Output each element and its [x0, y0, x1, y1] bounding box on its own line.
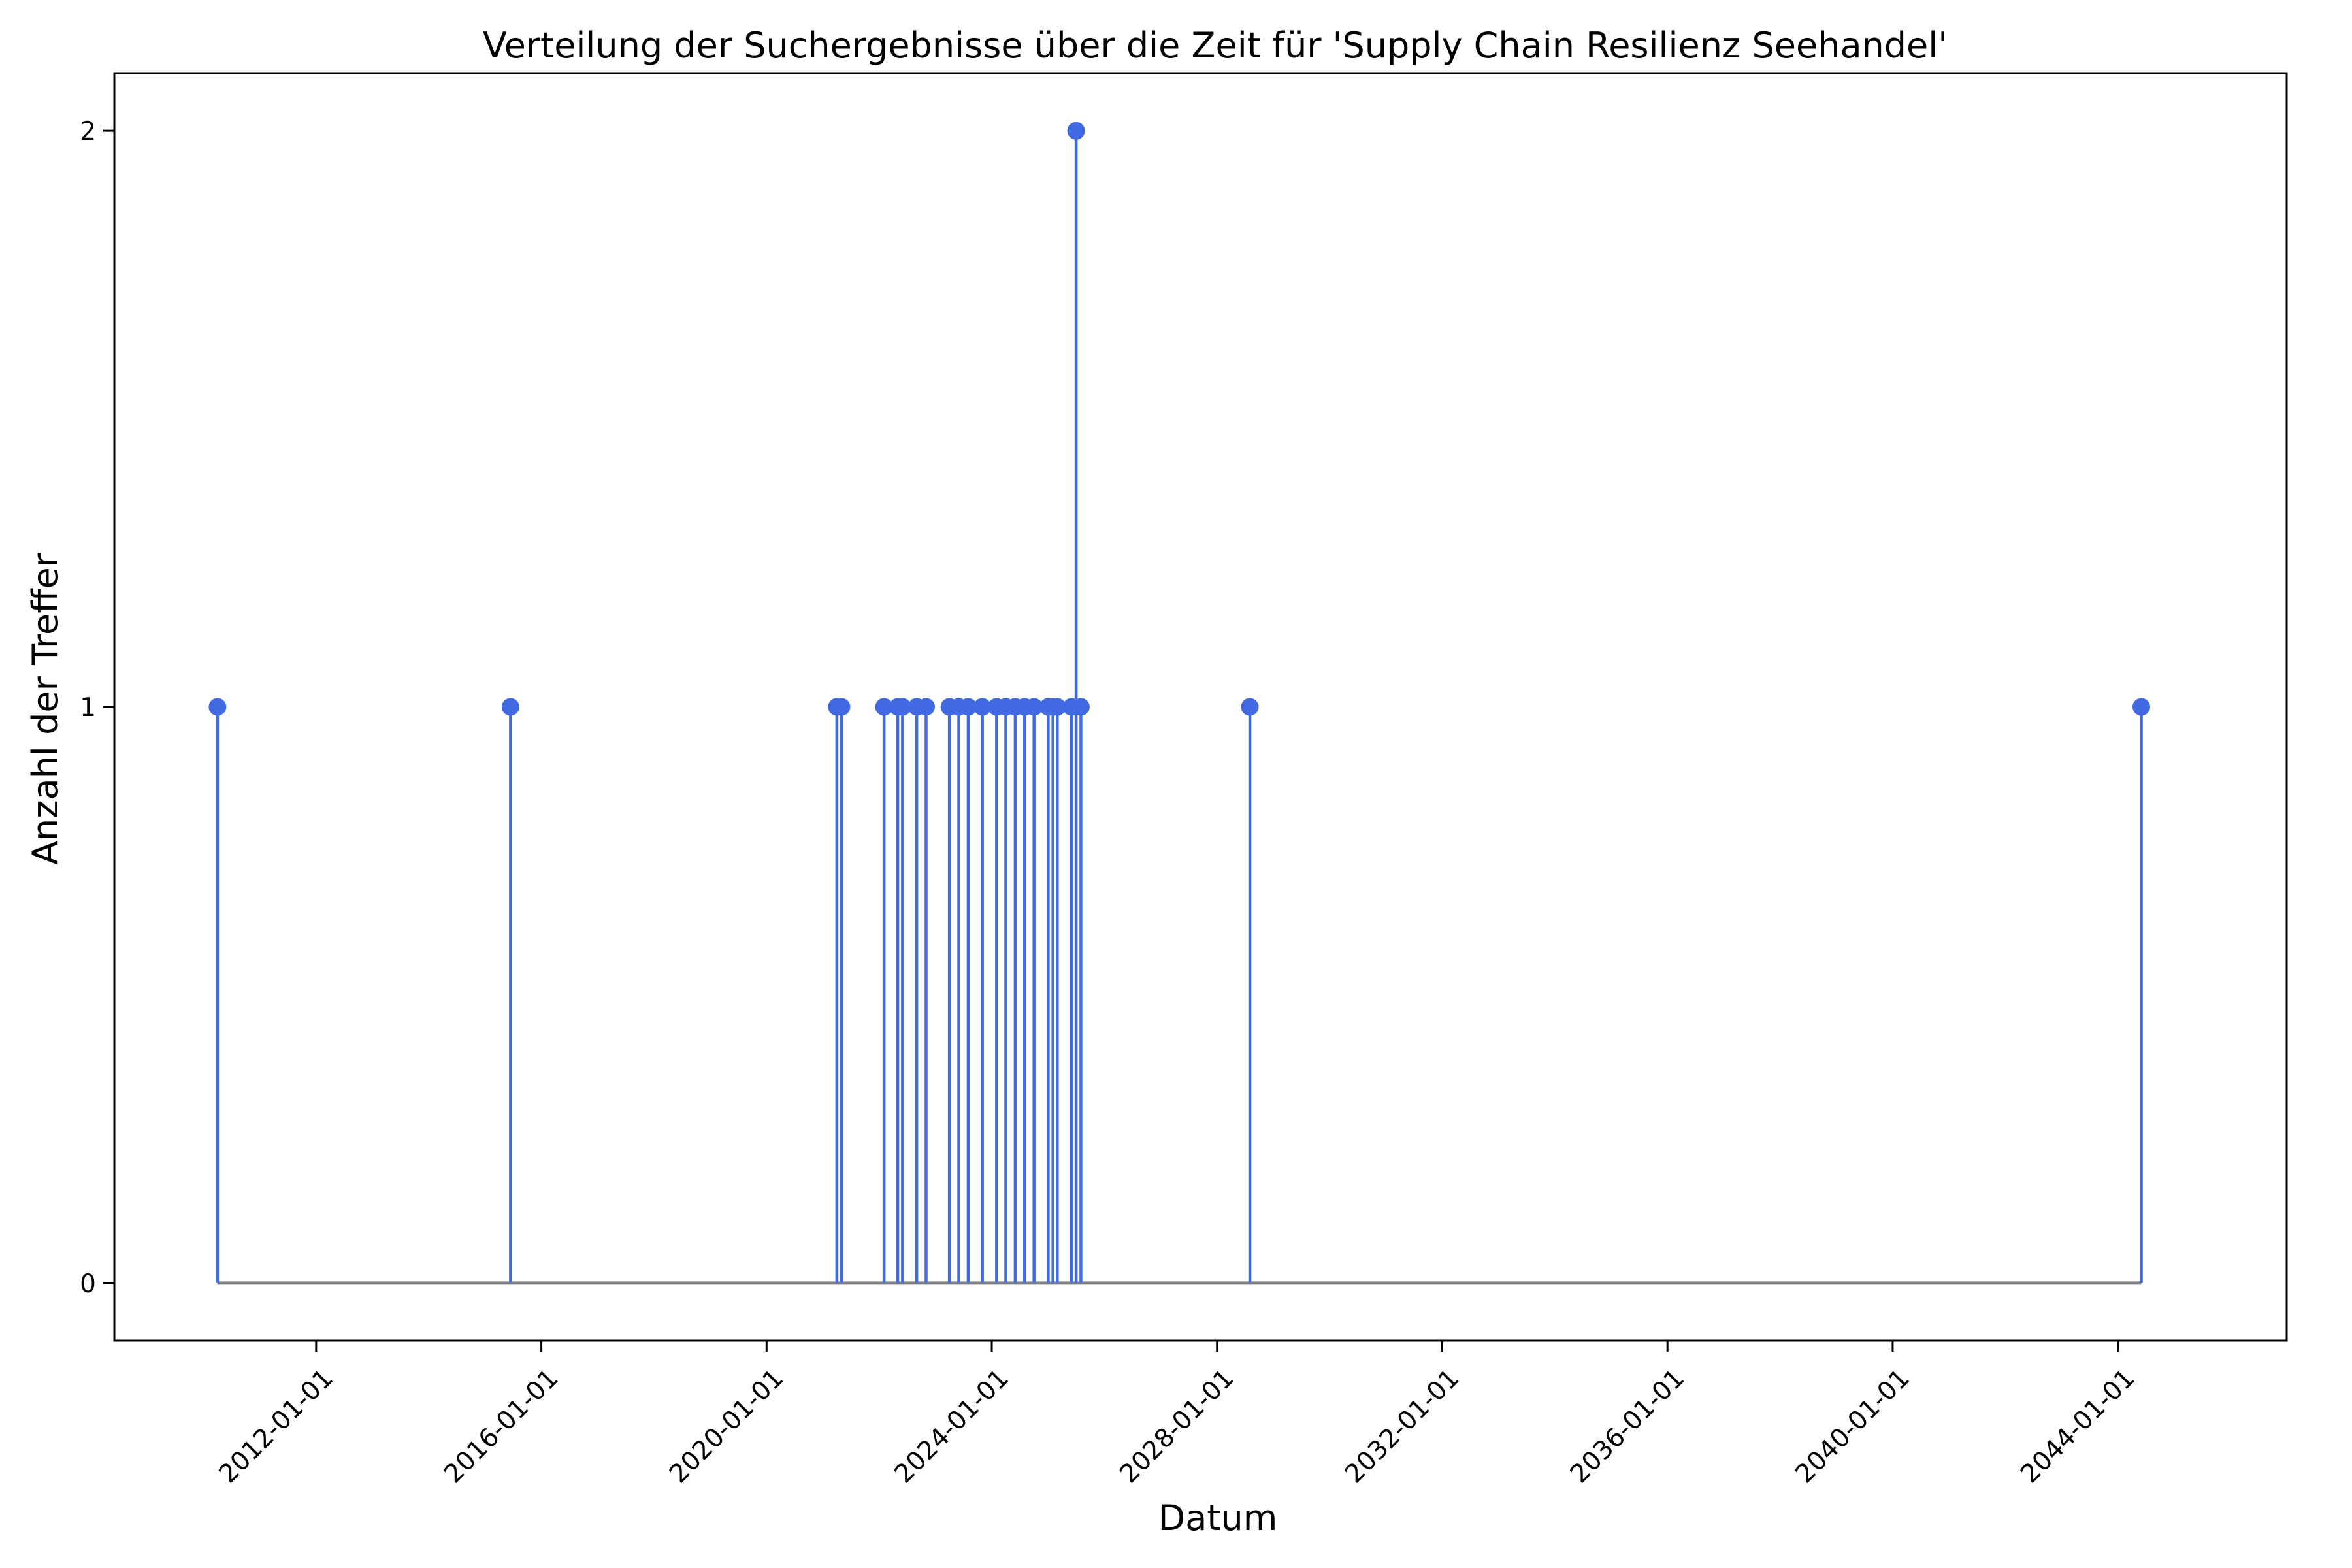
x-tick-label-group: 2024-01-01 — [889, 1364, 1015, 1489]
x-tick-label: 2036-01-01 — [1565, 1364, 1690, 1489]
x-tick-label: 2024-01-01 — [889, 1364, 1015, 1489]
x-tick-label-group: 2036-01-01 — [1565, 1364, 1690, 1489]
x-tick-label-group: 2028-01-01 — [1115, 1364, 1240, 1489]
x-tick-label: 2012-01-01 — [214, 1364, 339, 1489]
x-tick-label: 2032-01-01 — [1339, 1364, 1465, 1489]
y-tick-label: 1 — [80, 693, 96, 723]
stem-marker — [917, 698, 936, 716]
x-tick-label-group: 2032-01-01 — [1339, 1364, 1465, 1489]
plot-frame — [113, 72, 2288, 1342]
stem-marker — [1241, 698, 1259, 716]
stem-marker — [1067, 122, 1085, 140]
stem-marker — [1025, 698, 1043, 716]
y-axis: 0 1 2 — [80, 117, 114, 1299]
x-tick-label: 2020-01-01 — [664, 1364, 789, 1489]
x-tick-label: 2028-01-01 — [1115, 1364, 1240, 1489]
stem-marker — [208, 698, 227, 716]
stem-marker — [832, 698, 851, 716]
x-tick-label-group: 2044-01-01 — [2015, 1364, 2140, 1489]
y-axis-label: Anzahl der Treffer — [25, 552, 66, 865]
x-tick-label: 2016-01-01 — [438, 1364, 564, 1489]
stem-marker — [1048, 698, 1066, 716]
y-tick-label: 0 — [80, 1269, 96, 1299]
x-tick-label: 2040-01-01 — [1790, 1364, 1916, 1489]
stem-marker — [959, 698, 977, 716]
x-tick-label-group: 2040-01-01 — [1790, 1364, 1916, 1489]
x-tick-label-group: 2012-01-01 — [214, 1364, 339, 1489]
x-axis: 2012-01-01 2016-01-01 2020-01-01 2024-01-01… — [214, 1341, 2141, 1489]
x-tick-label-group: 2016-01-01 — [438, 1364, 564, 1489]
stem-marker — [501, 698, 519, 716]
stem-marker — [1071, 698, 1090, 716]
x-axis-label: Datum — [1158, 1497, 1278, 1539]
stem-marker — [893, 698, 911, 716]
stem-marker — [2132, 698, 2150, 716]
chart-title: Verteilung der Suchergebnisse über die Z… — [483, 25, 1948, 66]
y-tick-label: 2 — [80, 117, 96, 146]
stem-marker — [973, 698, 992, 716]
x-tick-label: 2044-01-01 — [2015, 1364, 2140, 1489]
x-tick-label-group: 2020-01-01 — [664, 1364, 789, 1489]
stem-marker — [875, 698, 893, 716]
